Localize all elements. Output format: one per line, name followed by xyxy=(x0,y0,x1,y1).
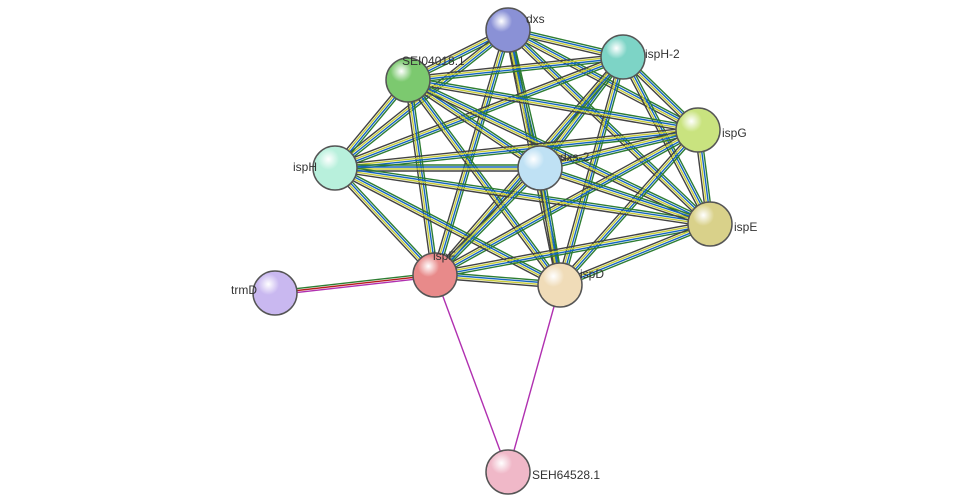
node-trmD[interactable] xyxy=(253,271,297,315)
edge xyxy=(559,221,709,282)
node-dxs[interactable] xyxy=(486,8,530,52)
node-SEH64528[interactable] xyxy=(486,450,530,494)
node-ispD[interactable] xyxy=(538,263,582,307)
edge xyxy=(275,273,435,291)
edge xyxy=(560,223,710,284)
node-ispF[interactable] xyxy=(413,253,457,297)
node-SEI04018[interactable] xyxy=(386,58,430,102)
network-svg xyxy=(0,0,975,502)
node-ispG[interactable] xyxy=(676,108,720,152)
edge xyxy=(275,277,435,295)
node-ispH[interactable] xyxy=(313,146,357,190)
edge xyxy=(275,275,435,293)
edge xyxy=(508,285,560,472)
node-ispH2[interactable] xyxy=(601,35,645,79)
network-canvas: dxsispH-2SEI04018.1ispGispHdxs-2ispEispF… xyxy=(0,0,975,502)
edge xyxy=(435,275,508,472)
node-dxs2[interactable] xyxy=(518,146,562,190)
node-ispE[interactable] xyxy=(688,202,732,246)
